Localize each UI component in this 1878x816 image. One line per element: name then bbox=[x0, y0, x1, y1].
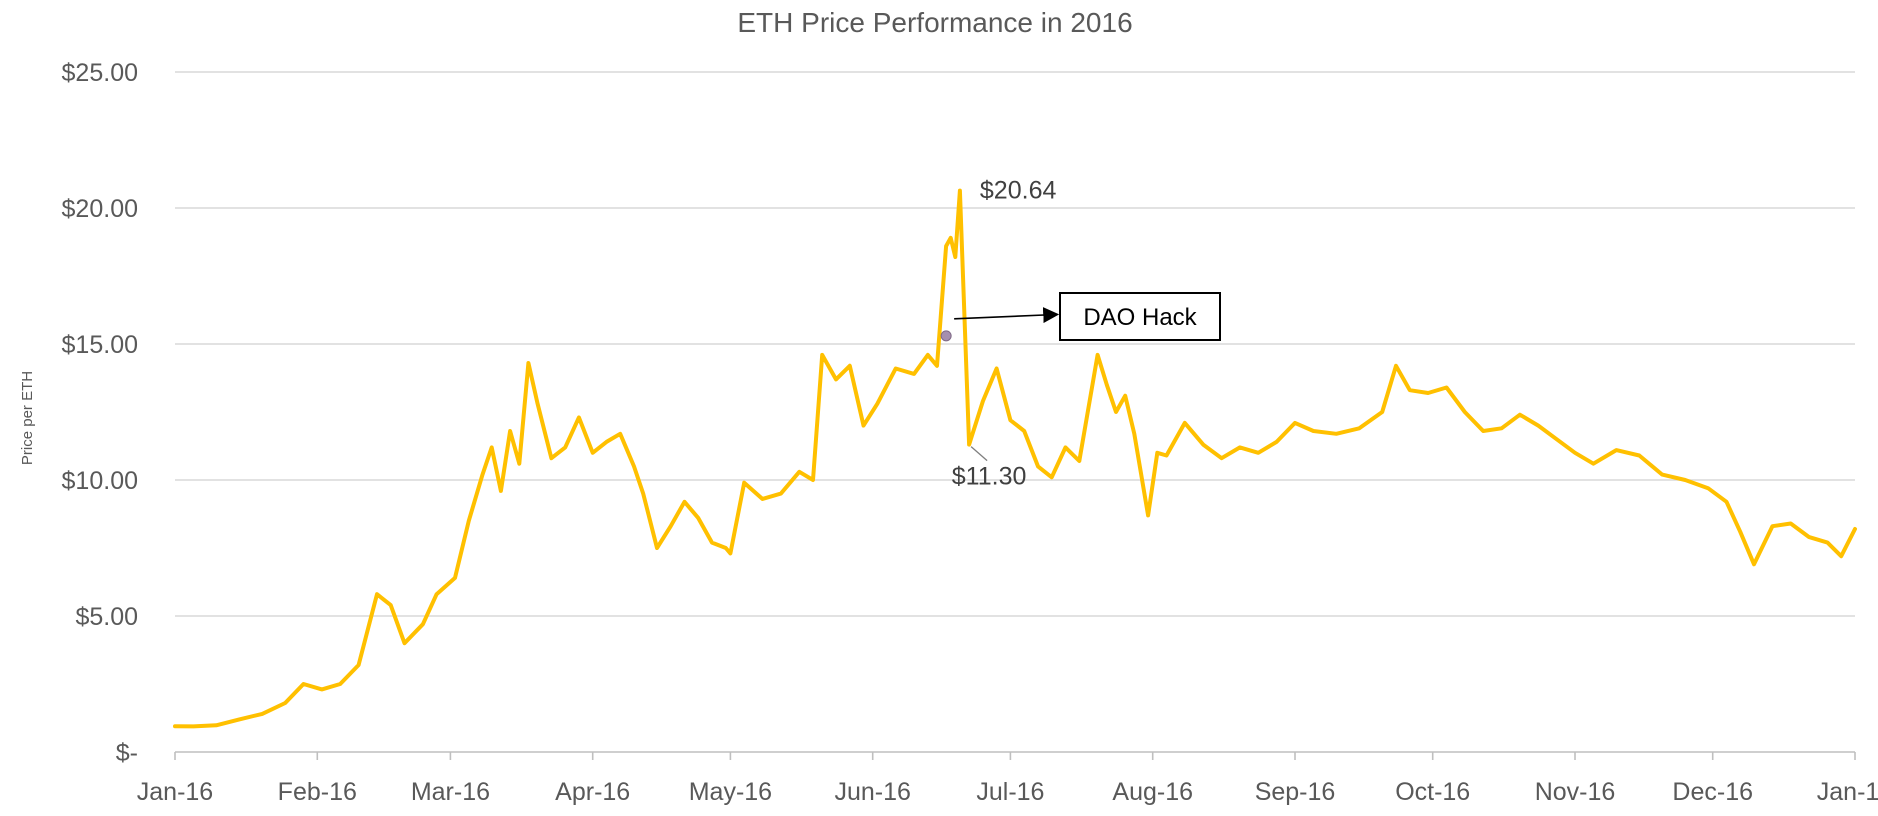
x-tick-label: Jan-16 bbox=[137, 778, 213, 806]
dao-hack-arrow bbox=[954, 307, 1060, 324]
low-price-label: $11.30 bbox=[952, 463, 1027, 491]
series-layer bbox=[173, 188, 1857, 729]
x-tick-label: May-16 bbox=[689, 778, 772, 806]
x-tick-label: Apr-16 bbox=[555, 778, 630, 806]
dao-hack-box bbox=[1059, 292, 1221, 341]
price-line bbox=[173, 188, 1857, 729]
x-tick-labels: Jan-16 Feb-16 Mar-16 Apr-16 May-16 Jun-16 Jul-… bbox=[137, 752, 1878, 806]
x-tick-label: Jan-17 bbox=[1817, 778, 1878, 806]
y-tick-label: $- bbox=[116, 739, 138, 767]
dao-hack-label: DAO Hack bbox=[1083, 304, 1197, 331]
low-price-leader bbox=[970, 446, 988, 462]
y-tick-label: $20.00 bbox=[62, 195, 138, 223]
x-tick-label: Jun-16 bbox=[834, 778, 910, 806]
annotation-layer: $20.64 $11.30 DAO Hack bbox=[940, 177, 1221, 491]
y-tick-label: $15.00 bbox=[62, 331, 138, 359]
x-tick-label: Jul-16 bbox=[976, 778, 1044, 806]
gridlines bbox=[175, 71, 1855, 753]
chart-title: ETH Price Performance in 2016 bbox=[737, 7, 1132, 38]
y-tick-label: $25.00 bbox=[62, 59, 138, 87]
x-tick-label: Feb-16 bbox=[278, 778, 357, 806]
x-tick-label: Sep-16 bbox=[1255, 778, 1336, 806]
y-tick-label: $5.00 bbox=[75, 603, 138, 631]
y-tick-label: $10.00 bbox=[62, 467, 138, 495]
x-tick-label: Dec-16 bbox=[1672, 778, 1753, 806]
dao-hack-marker bbox=[940, 330, 952, 342]
peak-price-label: $20.64 bbox=[980, 177, 1057, 205]
x-tick-label: Nov-16 bbox=[1535, 778, 1616, 806]
x-tick-label: Aug-16 bbox=[1112, 778, 1193, 806]
y-tick-labels: $- $5.00 $10.00 $15.00 $20.00 $25.00 bbox=[62, 59, 138, 767]
x-tick-label: Mar-16 bbox=[411, 778, 490, 806]
y-axis-label: Price per ETH bbox=[19, 371, 36, 465]
x-tick-label: Oct-16 bbox=[1395, 778, 1470, 806]
